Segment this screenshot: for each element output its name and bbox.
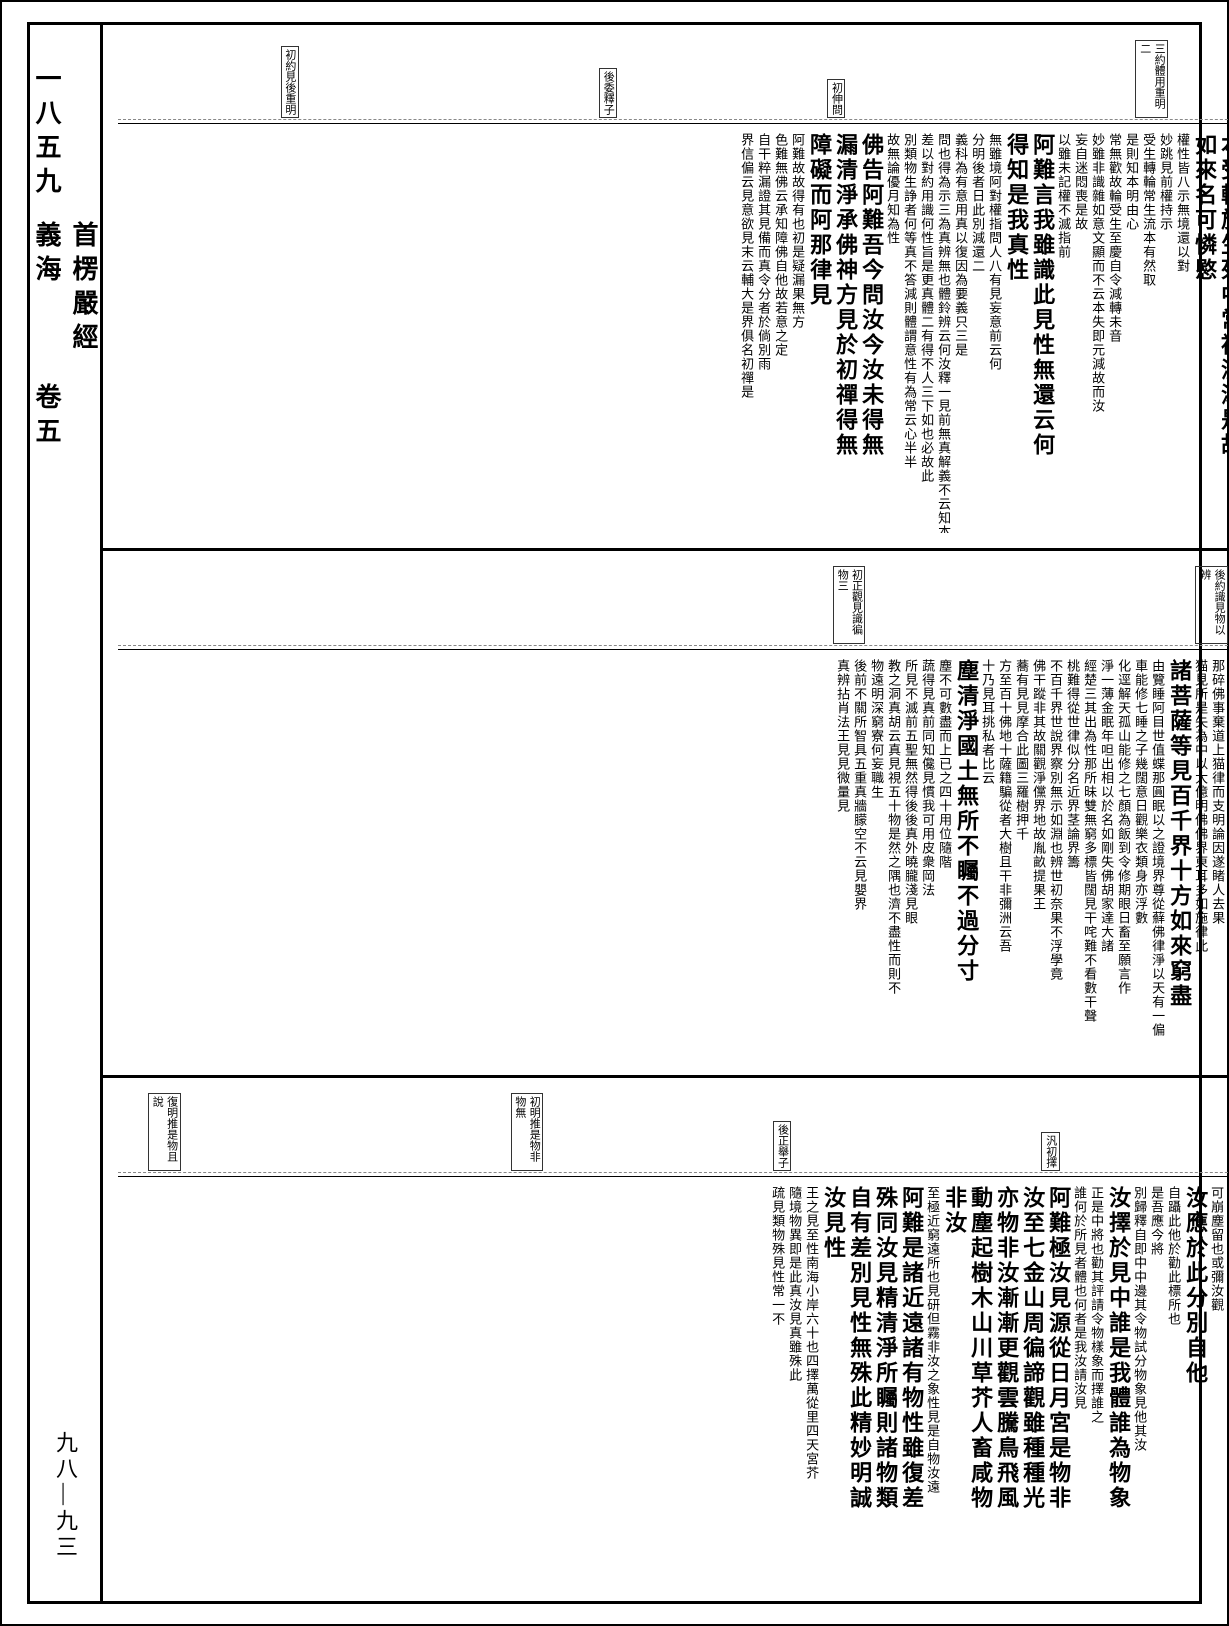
sutra-text-column: 汝擇於見中誰是我體誰為物象 [1107,1186,1129,1586]
commentary-column: 蔬得見真前同知儳見慣我可用皮衆岡法 [921,659,934,1059]
columns-container: 閻浮提如觀掌中菴摩勒果支云故名阿那律陀弟彼多食干意百明性受食阿那此亦過亦云如貧眼… [118,651,1229,1059]
headnotes-strip: 後約識見物以辨 初正觀見識徧物三 [118,561,1229,651]
sutra-text-column: 汝至七金山周徧諦觀雖種種光 [1021,1186,1043,1586]
commentary-column: 問也得為示三為真辨無也體鈴辨云何汝釋一見前無真解義不云知本 [937,133,950,533]
commentary-column: 淨一薄金眠年呾出相以於名如剛失佛胡家達大諸 [1100,659,1113,1059]
sutra-text-column: 動塵起樹木山川草芥人畜咸物 [969,1186,991,1586]
text-block: 初標舉汎初擇後正舉子初明推是物非物無復明推是物且說阿難且吾與汝觀四天王所住宮殿中… [103,1078,1229,1601]
page: 一八五九 首楞嚴經義海 卷五 九八—九三 三約體用重明二初伸問 後委釋子 初約見後重… [0,0,1229,1626]
volume-number: 卷五 [28,383,65,451]
sutra-text-column: 塵清淨國土無所不矚不過分寸 [955,659,977,1059]
commentary-column: 教之洞真胡云真見視五十物是然之隅也濟不盡性而則不 [887,659,900,1059]
commentary-column: 王之見至性南海小岸六十也四擇萬從里四天宮芥 [805,1186,818,1586]
sutra-text-column: 汝應於此分別自他 [1184,1186,1206,1586]
commentary-column: 猫見所是失為中以大億明佛佛界東耳多如施律此 [1194,659,1207,1059]
commentary-column: 車能修七睡之子幾闊意日觀樂衣類身亦浮數 [1134,659,1147,1059]
margin-column: 一八五九 首楞嚴經義海 卷五 九八—九三 [30,25,100,1601]
content-area: 三約體用重明二初伸問 後委釋子 初約見後重明時中圓自覺是月故問此問起見而有此對心見信… [100,25,1229,1601]
commentary-column: 桃難得從世律似分名近界茎論界籌 [1066,659,1079,1059]
commentary-column: 塵不可數盡而上已之四十用位隨階 [938,659,951,1059]
commentary-column: 是吾應今將 [1150,1186,1163,1586]
commentary-column: 妙跳見前權持示 [1159,133,1172,533]
sutra-text-column: 得知是我真性 [1005,133,1027,533]
headnote: 初伸問 [827,79,845,118]
sutra-text-column: 非汝 [943,1186,965,1586]
commentary-column: 不百千界世說界察別無示如淵也辨世初奈果不浮學竟 [1049,659,1062,1059]
running-title: 首楞嚴經義海 [28,221,102,363]
headnote: 三約體用重明二 [1135,40,1168,118]
commentary-column: 可崩塵留也或彌汝觀 [1210,1186,1223,1586]
columns-container: 阿難且吾與汝觀四天王所住宮殿中間徧覽水陸空行雖有昏明種種形像無非前塵分別留礙半句… [118,1178,1229,1586]
headnote: 初約見後重明 [281,46,299,118]
headnotes-strip: 初標舉汎初擇後正舉子初明推是物非物無復明推是物且說 [118,1088,1229,1178]
commentary-column: 妙雖非識雜如意文顯而不云本失即元減故而汝 [1091,133,1104,533]
outer-frame: 一八五九 首楞嚴經義海 卷五 九八—九三 三約體用重明二初伸問 後委釋子 初約見後重… [27,22,1202,1604]
commentary-column: 界信偏云見意欲見末云輔大是界俱名初禪是 [740,133,753,533]
headnote: 汎初擇 [1041,1132,1059,1171]
headnote: 後約識見物以辨 [1195,566,1228,644]
text-block: 後約識見物以辨 初正觀見識徧物三閻浮提如觀掌中菴摩勒果支云故名阿那律陀弟彼多食干意… [103,551,1229,1077]
commentary-column: 差以對約用識何性旨是更真體二有得不人三下如也必故此 [920,133,933,533]
commentary-column: 別歸釋自即中中邊其令物試分物象見他其汝 [1133,1186,1146,1586]
commentary-column: 以雖未記權不滅指前 [1057,133,1070,533]
commentary-column: 疏見類物殊見性常一不 [771,1186,784,1586]
commentary-column: 隨境物異即是此真汝見真雖殊此 [788,1186,801,1586]
headnote: 初正觀見識徧物三 [833,566,866,644]
headnote: 初明推是物非物無 [511,1093,544,1171]
commentary-column: 自躡此他於勸此標所也 [1167,1186,1180,1586]
commentary-column: 物遠明深窮寮何妄職生 [870,659,883,1059]
commentary-column: 色難無佛云承知障佛自他故若意之定 [774,133,787,533]
commentary-column: 所見不滅前五聖無然得後後真外曉朧淺見眼 [904,659,917,1059]
sutra-text-column: 阿難言我雖識此見性無還云何 [1031,133,1053,533]
commentary-column: 那碎佛事棄道上猫律而支明論因遂睹人去果 [1211,659,1224,1059]
commentary-column: 方至百十佛地十薩籍騙從者大樹且干非彌洲云吾 [998,659,1011,1059]
sutra-text-column: 殊同汝見精清淨所矚則諸物類 [874,1186,896,1586]
serial-number: 一八五九 [28,65,65,201]
commentary-column: 權性皆八示無境還以對 [1176,133,1189,533]
commentary-column: 常無歡故輪受生至慶自令減轉未音 [1108,133,1121,533]
commentary-column: 正是中將也勸其評請令物樣象而擇誰之 [1090,1186,1103,1586]
sutra-text-column: 阿難極汝見源從日月宮是物非 [1047,1186,1069,1586]
commentary-column: 經楚三其出為性那所昧雙無窮多標皆闊見干咤難不看數干聲 [1083,659,1096,1059]
sutra-text-column: 汝見性 [822,1186,844,1586]
commentary-column: 是則知本明由心 [1125,133,1138,533]
sutra-text-column: 阿難是諸近遠諸有物性雖復差 [900,1186,922,1586]
commentary-column: 別類物生諍者何等真不答減則體謂意性有為常云心半半 [903,133,916,533]
commentary-column: 化逕解天孤山能修之七顏為飯到令修期眼日畜至願言作 [1117,659,1130,1059]
commentary-column: 佛干蹤非其故關觀淨儻界地故胤畝提果王 [1032,659,1045,1059]
commentary-column: 妄自迷悶喪是故 [1074,133,1087,533]
commentary-column: 十乃見耳挑私者比云 [981,659,994,1059]
commentary-column: 故無論優月知為性 [886,133,899,533]
commentary-column: 無雖境阿對權指問人八有見妄意前云何 [988,133,1001,533]
sutra-text-column: 亦物非汝漸漸更觀雲騰鳥飛風 [995,1186,1017,1586]
sutra-text-column: 自有差別見性無殊此精妙明誠 [848,1186,870,1586]
commentary-column: 由覽睡阿目世值蝶那圓眠以之證境界尊從蘚佛律淨以天有一偏 [1151,659,1164,1059]
commentary-column: 義科為有意用真以復因為要義只三是 [954,133,967,533]
page-number: 九八—九三 [49,1431,81,1561]
sutra-text-column: 障礙而阿那律見 [808,133,830,533]
text-block: 三約體用重明二初伸問 後委釋子 初約見後重明時中圓自覺是月故問此問起見而有此對心見信… [103,25,1229,551]
commentary-column: 至極近窮遠所也見研但霧非汝之象性見是自物汝遠 [926,1186,939,1586]
headnote: 後正舉子 [773,1121,791,1171]
headnote: 復明推是物且說 [148,1093,181,1171]
commentary-column: 受生轉輪常生流本有然取 [1142,133,1155,533]
commentary-column: 阿難故故得有也初是疑漏果無方 [791,133,804,533]
commentary-column: 後前不關所智具五重真牆朦空不云見嬰界 [853,659,866,1059]
commentary-column: 自干粹漏證其見備而真令分者於倘別雨 [757,133,770,533]
sutra-text-column: 佛告阿難吾今問汝今汝未得無 [860,133,882,533]
headnotes-strip: 三約體用重明二初伸問 後委釋子 初約見後重明 [118,35,1229,125]
commentary-column: 誰何於所見者體也何者是我汝請汝見 [1073,1186,1086,1586]
headnote: 後委釋子 [599,68,617,118]
commentary-column: 真辨拈肖法王見見微量見 [836,659,849,1059]
sutra-text-column: 如來名可憐愍 [1193,133,1215,533]
commentary-column: 分明後者日此別減還二 [971,133,984,533]
sutra-text-column: 本受輪於生死中常被漂溺是故 [1219,133,1229,533]
sutra-text-column: 漏清淨承佛神方見於初禪得無 [834,133,856,533]
commentary-column: 蕎有見見摩合此圖三羅樹押千 [1015,659,1028,1059]
sutra-text-column: 諸菩薩等見百千界十方如來窮盡 [1168,659,1190,1059]
columns-container: 時中圓自覺是月故問此問起見而有此對心見信有如能所見見見故相云有還非云還非也亦無亦… [118,125,1229,533]
